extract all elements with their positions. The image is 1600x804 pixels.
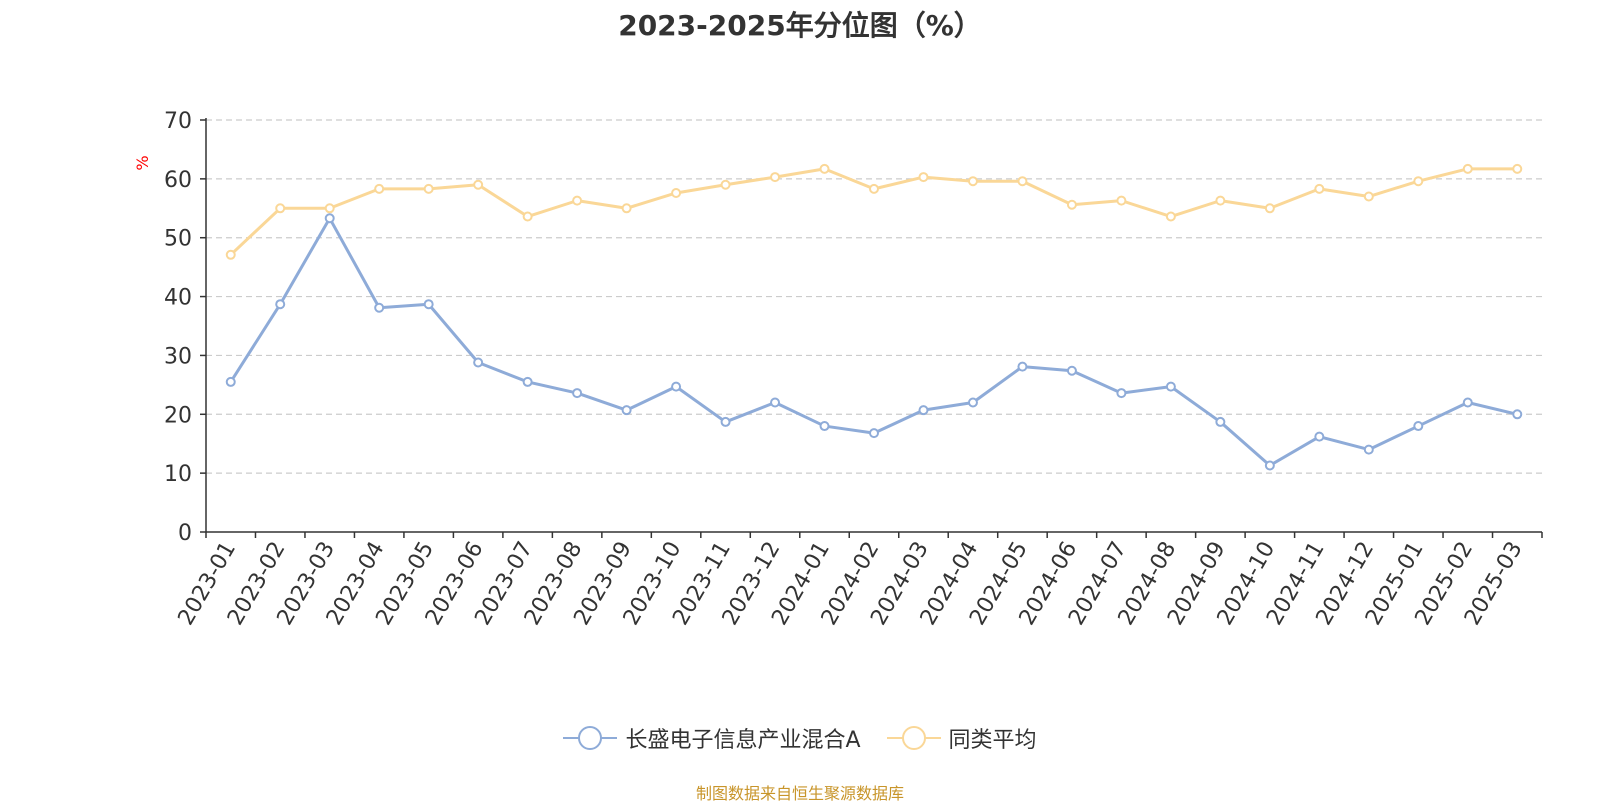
- y-tick-label: 40: [164, 286, 192, 311]
- series-1-point: [671, 187, 682, 198]
- legend-fund-label: 长盛电子信息产业混合A: [625, 728, 861, 753]
- series-1-point: [473, 179, 484, 190]
- series-1-point: [967, 176, 978, 187]
- series-1-point: [1264, 203, 1275, 214]
- series-0-point: [572, 388, 583, 399]
- series-0-point: [1363, 444, 1374, 455]
- series-0-point: [671, 381, 682, 392]
- legend-peer-label: 同类平均: [948, 728, 1037, 753]
- y-tick-label: 10: [164, 462, 192, 487]
- series-0-point: [1462, 397, 1473, 408]
- series-1-point: [770, 172, 781, 183]
- series-1-point: [275, 203, 286, 214]
- series-0-point: [1314, 431, 1325, 442]
- data-source-note: 制图数据来自恒生聚源数据库: [695, 784, 904, 803]
- y-tick-label: 50: [164, 227, 192, 252]
- legend-item-peer-average[interactable]: 同类平均: [886, 722, 1037, 754]
- series-0-point: [1017, 361, 1028, 372]
- series-1-point: [324, 203, 335, 214]
- y-axis-label: %: [133, 155, 152, 170]
- series-0-point: [324, 213, 335, 224]
- series-1-point: [1314, 183, 1325, 194]
- series-0-point: [275, 299, 286, 310]
- series-1-point: [1017, 176, 1028, 187]
- y-tick-label: 70: [164, 109, 192, 134]
- chart-title: 2023-2025年分位图（%）: [618, 9, 982, 42]
- series-1-point: [225, 249, 236, 260]
- series-0-point: [1512, 409, 1523, 420]
- series-1-point: [1215, 195, 1226, 206]
- series-1-point: [572, 195, 583, 206]
- legend-fund-marker-icon: [563, 725, 618, 751]
- series-0-point: [423, 299, 434, 310]
- series-0-point: [621, 405, 632, 416]
- y-tick-label: 60: [164, 168, 192, 193]
- series-1-point: [1512, 163, 1523, 174]
- y-tick-label: 30: [164, 344, 192, 369]
- series-0-point: [1215, 416, 1226, 427]
- series-1-point: [720, 179, 731, 190]
- series-1-point: [819, 163, 830, 174]
- legend-peer-marker-icon: [886, 725, 941, 751]
- series-1-point: [1165, 211, 1176, 222]
- series-1-point: [522, 211, 533, 222]
- series-1-point: [1462, 163, 1473, 174]
- series-0-point: [374, 302, 385, 313]
- series-1-point: [918, 172, 929, 183]
- series-1-point: [1116, 195, 1127, 206]
- series-1-point: [1363, 191, 1374, 202]
- series-0-point: [918, 405, 929, 416]
- series-1-point: [621, 203, 632, 214]
- legend: 长盛电子信息产业混合A 同类平均: [0, 722, 1600, 754]
- series-0-point: [522, 376, 533, 387]
- legend-item-fund[interactable]: 长盛电子信息产业混合A: [563, 722, 861, 754]
- series-0-point: [1116, 388, 1127, 399]
- series-1-point: [1066, 199, 1077, 210]
- series-0-point: [819, 421, 830, 432]
- series-0-point: [1165, 381, 1176, 392]
- series-1-point: [1413, 176, 1424, 187]
- series-1-point: [374, 183, 385, 194]
- series-1-point: [869, 183, 879, 194]
- series-0-point: [720, 416, 731, 427]
- y-tick-label: 20: [164, 403, 192, 428]
- series-line-1: [229, 167, 1518, 256]
- series-0-point: [1066, 365, 1077, 376]
- y-tick-label: 0: [178, 521, 192, 546]
- series-0-point: [869, 428, 879, 439]
- series-0-point: [473, 357, 484, 368]
- series-0-point: [967, 397, 978, 408]
- series-0-point: [1264, 460, 1275, 471]
- series-1-point: [423, 183, 434, 194]
- series-0-point: [225, 376, 236, 387]
- series-0-point: [1413, 421, 1424, 432]
- series-0-point: [770, 397, 781, 408]
